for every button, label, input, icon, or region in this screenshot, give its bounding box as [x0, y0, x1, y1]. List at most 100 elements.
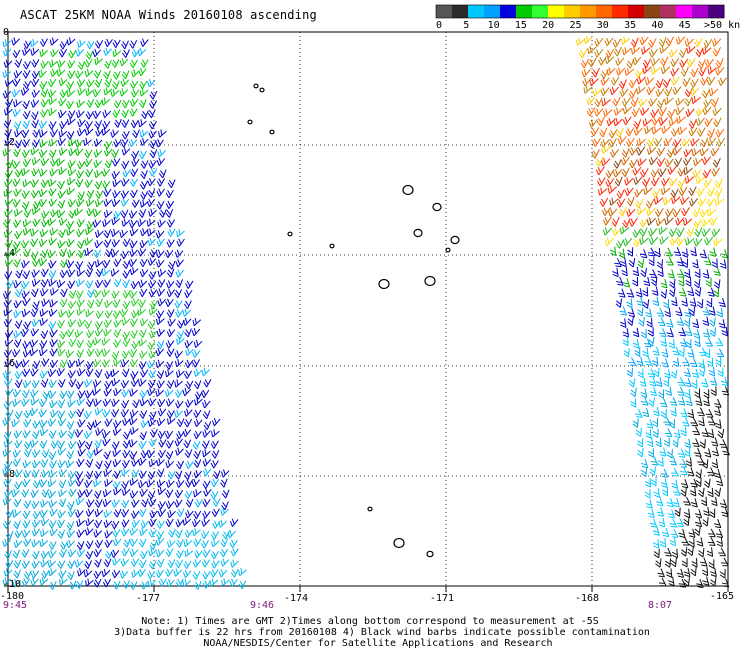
wind-barb	[104, 478, 113, 487]
wind-barb	[663, 437, 670, 447]
wind-barb	[656, 507, 664, 517]
wind-barb	[675, 97, 685, 107]
wind-barb	[193, 580, 202, 590]
wind-barb	[616, 198, 626, 208]
wind-barb	[666, 148, 675, 158]
wind-barb	[21, 201, 30, 210]
wind-barb	[4, 78, 14, 87]
wind-barb	[48, 278, 57, 287]
wind-barb	[68, 410, 77, 419]
wind-barb	[121, 528, 130, 537]
wind-barb	[602, 227, 613, 236]
wind-barb	[49, 338, 58, 348]
wind-barb	[639, 36, 649, 46]
wind-barb	[40, 278, 49, 288]
wind-barb	[703, 178, 713, 188]
wind-barb	[29, 228, 39, 237]
wind-barb	[203, 379, 212, 388]
wind-barb	[49, 359, 59, 368]
wind-barb	[165, 548, 174, 557]
wind-barb	[76, 368, 86, 377]
wind-barb	[2, 48, 12, 57]
wind-barb	[113, 537, 122, 547]
wind-barb	[667, 509, 675, 519]
wind-barb	[49, 329, 58, 338]
wind-barb	[694, 388, 701, 399]
wind-barb	[182, 578, 192, 588]
wind-barb	[103, 47, 112, 56]
wind-barb	[67, 70, 76, 79]
wind-barb	[156, 458, 165, 467]
wind-barb	[166, 288, 176, 298]
wind-barb	[30, 99, 40, 108]
wind-barb	[221, 577, 230, 587]
wind-barb	[668, 227, 678, 237]
island	[445, 247, 451, 253]
wind-barb	[694, 526, 701, 536]
wind-barb	[112, 299, 121, 308]
wind-barb	[138, 479, 147, 489]
lat-label-10: -10	[3, 579, 22, 590]
wind-barb	[66, 521, 75, 531]
wind-barb	[31, 258, 40, 267]
wind-barb	[678, 327, 686, 337]
wind-barb	[157, 398, 166, 408]
wind-barb	[652, 526, 660, 536]
wind-barb	[49, 527, 58, 537]
note-line-3: NOAA/NESDIS/Center for Satellite Applica…	[203, 638, 553, 649]
wind-barb	[659, 538, 667, 548]
wind-barb	[103, 209, 113, 218]
wind-barb	[121, 480, 129, 490]
wind-barb	[193, 368, 203, 377]
colorbar-label: 30	[596, 20, 609, 31]
wind-barb	[139, 527, 148, 536]
wind-barb	[184, 449, 193, 459]
wind-barb	[720, 557, 729, 567]
wind-barb	[3, 439, 13, 448]
wind-barb	[121, 487, 131, 496]
wind-barb	[139, 288, 148, 297]
wind-barb	[48, 178, 57, 187]
wind-barb	[157, 268, 167, 278]
wind-barb	[156, 328, 166, 337]
wind-barb	[12, 108, 22, 117]
wind-barb	[76, 160, 86, 170]
wind-barb	[138, 361, 147, 370]
wind-barb	[657, 457, 664, 467]
wind-barb	[12, 449, 21, 458]
lon-label-168: -168	[575, 593, 600, 604]
wind-barb	[646, 437, 654, 448]
wind-barb	[609, 197, 619, 206]
wind-barb	[13, 99, 22, 108]
wind-barb	[86, 198, 95, 207]
wind-barb	[669, 419, 676, 429]
wind-barb	[702, 306, 710, 316]
wind-barb	[157, 501, 166, 510]
wind-barb	[202, 410, 211, 420]
wind-barb	[166, 268, 175, 278]
wind-barb	[229, 518, 239, 527]
wind-barb	[65, 100, 75, 110]
wind-barb	[699, 147, 709, 157]
wind-barb	[30, 368, 39, 377]
wind-barb	[148, 160, 157, 169]
wind-barb	[112, 190, 121, 199]
wind-barb	[678, 396, 686, 406]
wind-barb	[59, 248, 67, 258]
wind-barb	[76, 109, 85, 119]
wind-barb	[3, 478, 12, 488]
wind-barb	[660, 409, 667, 419]
wind-barb	[707, 487, 714, 498]
wind-barb	[174, 489, 184, 499]
wind-barb	[68, 209, 76, 219]
time-mid: 9:46	[250, 600, 275, 611]
wind-barb	[3, 299, 12, 308]
wind-barb	[102, 498, 112, 508]
colorbar-segment	[532, 5, 549, 18]
wind-barb	[688, 186, 697, 196]
wind-barb	[48, 308, 58, 317]
wind-barb	[613, 107, 624, 116]
wind-barb	[165, 298, 174, 307]
wind-barb	[713, 468, 721, 479]
wind-barb	[667, 166, 677, 175]
